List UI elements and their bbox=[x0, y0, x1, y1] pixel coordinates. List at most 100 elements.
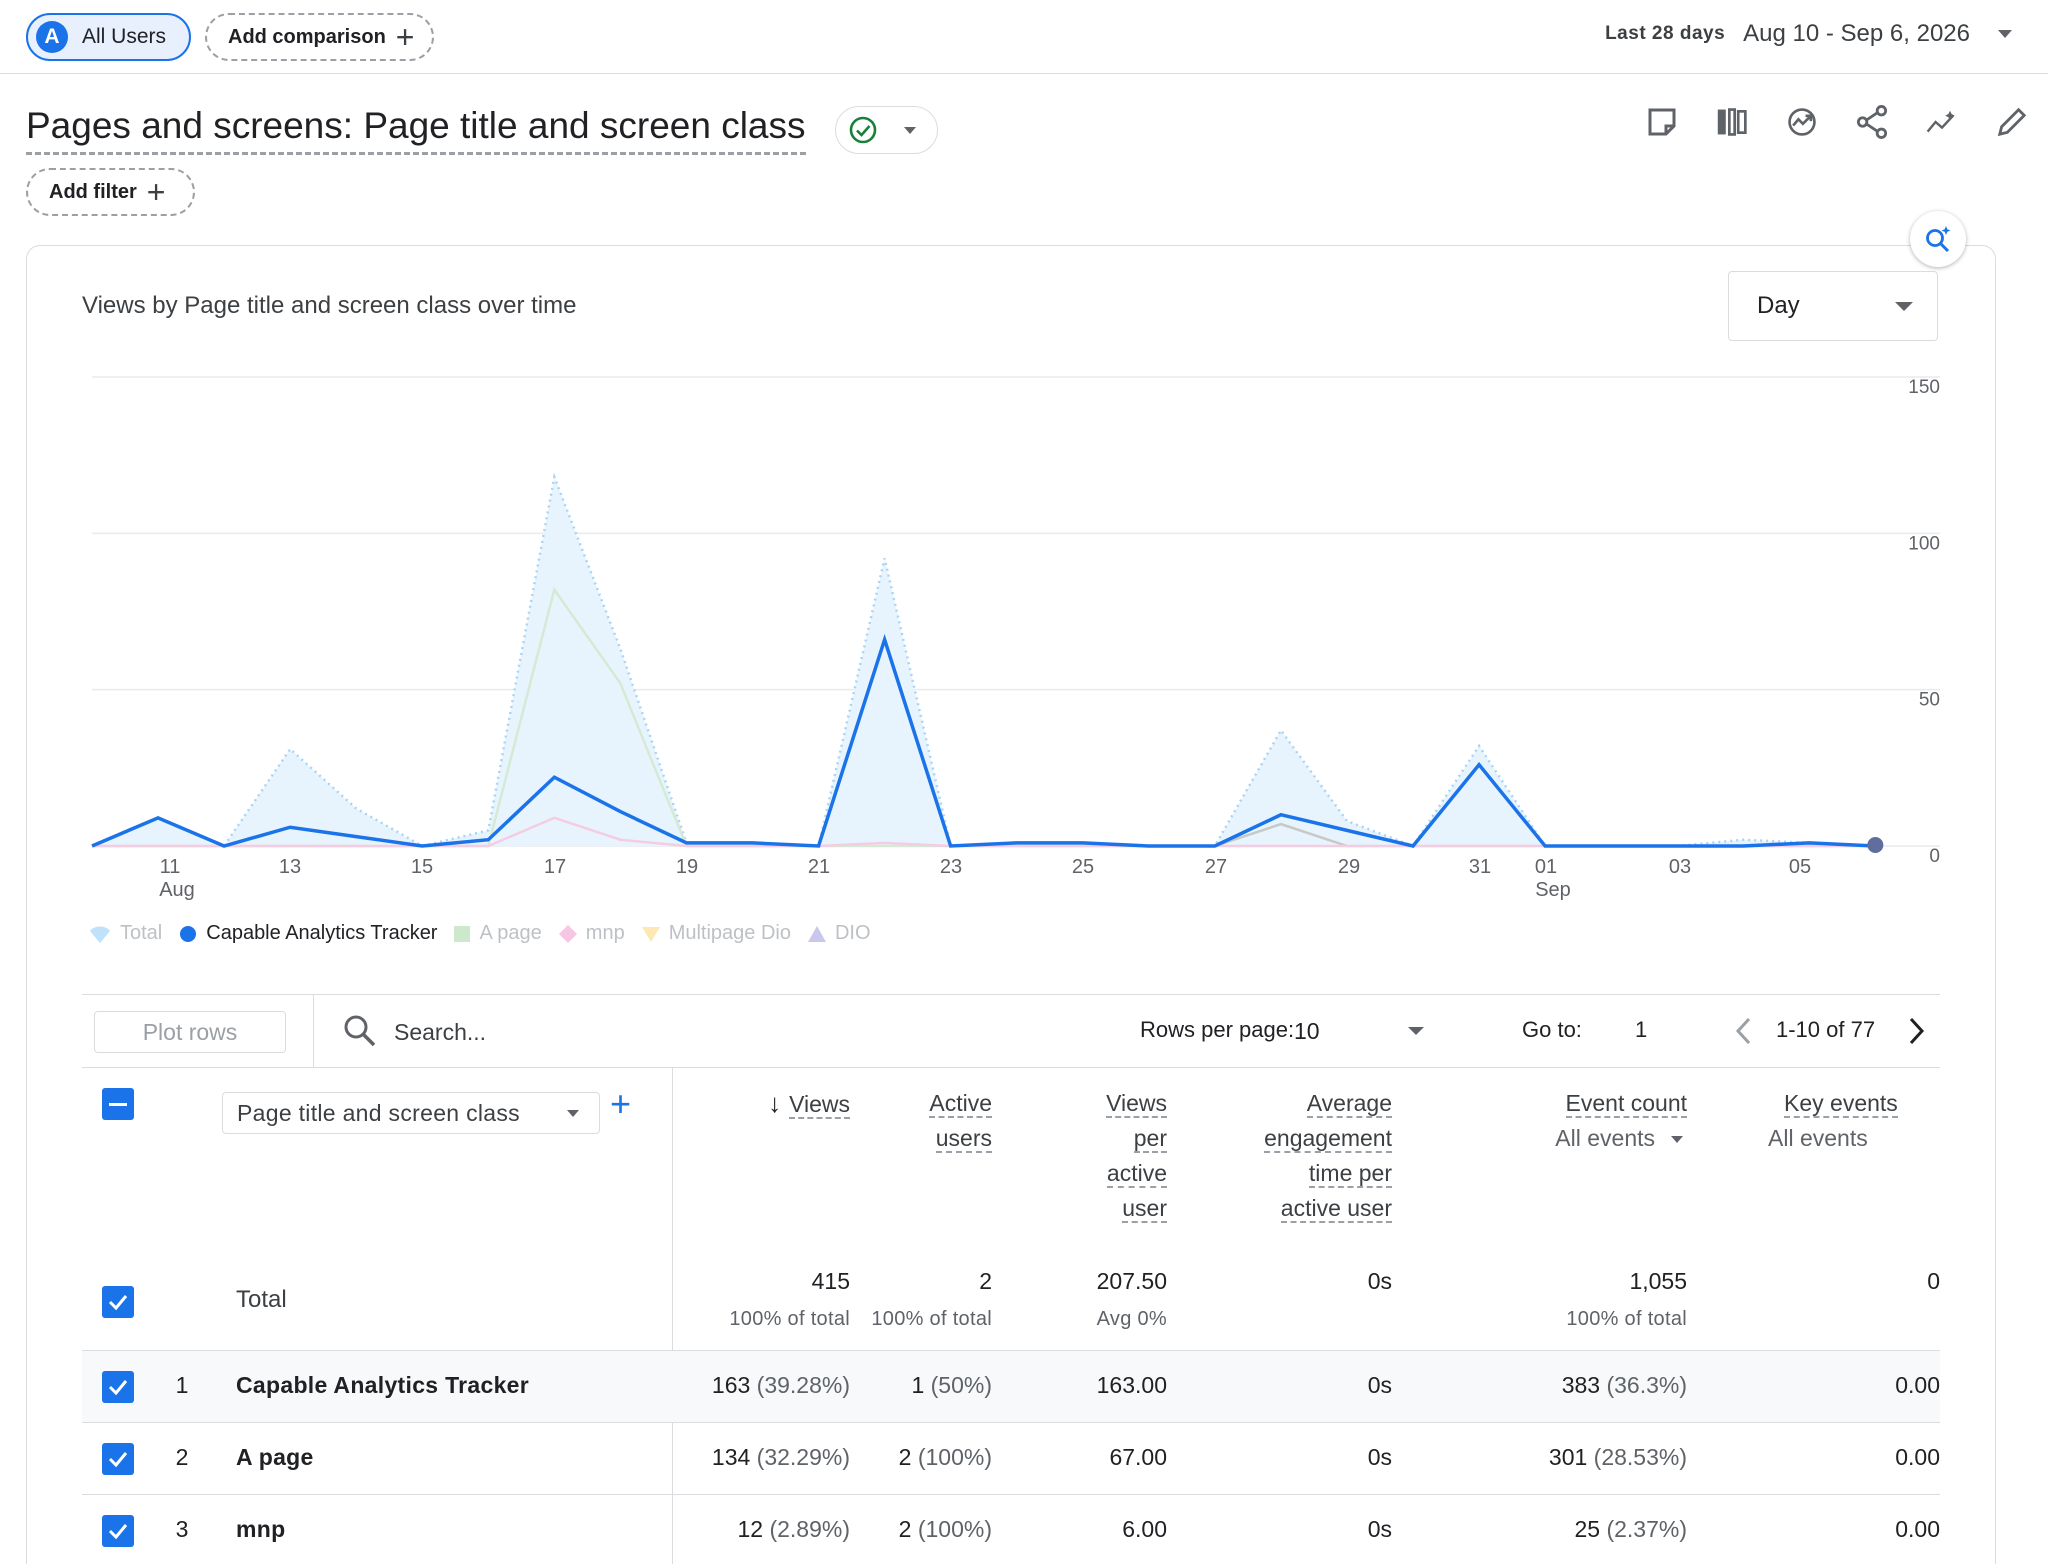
x-tick-label: 27 bbox=[1205, 856, 1227, 878]
row-aet: 0s bbox=[1367, 1516, 1392, 1542]
legend-item[interactable]: DIO bbox=[807, 922, 871, 945]
minus-icon bbox=[109, 1102, 127, 1106]
data-table: Page title and screen class + ↓ Views Act… bbox=[82, 1068, 1940, 1564]
total-key-events-value: 0 bbox=[1927, 1268, 1940, 1294]
col-avg-engagement-time[interactable]: Average engagement time per active user bbox=[1182, 1086, 1392, 1226]
legend-swatch-icon bbox=[641, 925, 661, 943]
date-range-picker[interactable]: Last 28 days Aug 10 - Sep 6, 2026 bbox=[1605, 20, 2012, 48]
col-key-events[interactable]: Key events All events bbox=[1742, 1086, 1940, 1156]
sort-arrow-down-icon: ↓ bbox=[768, 1088, 782, 1118]
x-tick-label: 29 bbox=[1338, 856, 1360, 878]
segment-chip-all-users[interactable]: A All Users bbox=[26, 13, 191, 61]
row-views-pct: (32.29%) bbox=[756, 1444, 850, 1470]
row-name[interactable]: A page bbox=[236, 1444, 314, 1470]
rows-per-page-select[interactable]: 10 bbox=[1294, 1009, 1424, 1053]
granularity-select[interactable]: Day bbox=[1728, 271, 1938, 341]
x-tick-label: 21 bbox=[808, 856, 830, 878]
row-vpau: 163.00 bbox=[1096, 1372, 1167, 1398]
total-active-users-sub: 100% of total bbox=[871, 1308, 992, 1330]
col-event-count[interactable]: Event count All events bbox=[1462, 1086, 1687, 1156]
chevron-down-icon bbox=[904, 126, 916, 134]
row-vpau: 67.00 bbox=[1109, 1444, 1167, 1470]
plus-icon: + bbox=[395, 19, 415, 55]
edit-comparison-icon[interactable] bbox=[1646, 102, 1678, 142]
chevron-right-icon[interactable] bbox=[1904, 1015, 1928, 1052]
chevron-down-icon bbox=[1895, 301, 1913, 311]
legend-label: Multipage Dio bbox=[668, 922, 791, 944]
table-row[interactable]: 1 Capable Analytics Tracker 163 (39.28%) 1 … bbox=[82, 1350, 1940, 1422]
row-rank: 3 bbox=[175, 1516, 189, 1542]
col-aet-label-3: time per bbox=[1308, 1160, 1392, 1188]
report-toolbar bbox=[1646, 102, 2028, 142]
chevron-down-icon bbox=[1998, 30, 2012, 38]
table-toolbar: Plot rows Rows per page: 10 Go to: 1 1-1… bbox=[82, 994, 1940, 1068]
total-checkbox[interactable] bbox=[102, 1286, 134, 1318]
row-vpau: 6.00 bbox=[1122, 1516, 1167, 1542]
legend-item[interactable]: Capable Analytics Tracker bbox=[178, 922, 437, 945]
trend-icon[interactable] bbox=[1926, 102, 1958, 142]
row-name[interactable]: Capable Analytics Tracker bbox=[236, 1372, 530, 1398]
chevron-left-icon[interactable] bbox=[1732, 1015, 1756, 1052]
check-icon bbox=[108, 1452, 128, 1468]
total-label: Total bbox=[236, 1286, 287, 1313]
plot-rows-button[interactable]: Plot rows bbox=[94, 1011, 286, 1053]
total-active-users: 2 bbox=[979, 1268, 992, 1294]
x-tick-label: 05 bbox=[1789, 856, 1811, 878]
add-filter-label: Add filter bbox=[49, 180, 137, 203]
col-views[interactable]: ↓ Views bbox=[722, 1086, 850, 1122]
x-tick-label: 23 bbox=[940, 856, 962, 878]
row-checkbox[interactable] bbox=[102, 1443, 134, 1475]
legend-item[interactable]: mnp bbox=[558, 922, 625, 945]
x-tick-label: 31 bbox=[1469, 856, 1491, 878]
row-checkbox[interactable] bbox=[102, 1371, 134, 1403]
col-views-per-active-user[interactable]: Views per active user bbox=[1042, 1086, 1167, 1226]
insights-icon[interactable] bbox=[1786, 102, 1818, 142]
add-dimension-icon[interactable]: + bbox=[610, 1083, 632, 1124]
row-active-users: 1 (50%) bbox=[852, 1372, 992, 1399]
search-insights-button[interactable] bbox=[1910, 211, 1966, 267]
top-bar: A All Users Add comparison + Last 28 day… bbox=[0, 0, 2048, 74]
event-count-filter[interactable]: All events bbox=[1462, 1121, 1687, 1156]
x-tick-month: Sep bbox=[1535, 879, 1571, 901]
select-all-checkbox[interactable] bbox=[102, 1088, 134, 1120]
legend-item[interactable]: Multipage Dio bbox=[641, 922, 791, 945]
row-views: 134 (32.29%) bbox=[682, 1444, 850, 1471]
report-status-dropdown[interactable] bbox=[835, 106, 938, 154]
check-circle-icon bbox=[848, 115, 878, 145]
row-checkbox[interactable] bbox=[102, 1515, 134, 1547]
col-active-users[interactable]: Active users bbox=[872, 1086, 992, 1156]
x-tick-label: 01 bbox=[1535, 856, 1557, 878]
row-event-count: 301 (28.53%) bbox=[1462, 1444, 1687, 1471]
chevron-down-icon bbox=[1408, 1027, 1424, 1035]
row-active-users: 2 (100%) bbox=[852, 1516, 992, 1543]
total-area bbox=[92, 477, 1876, 846]
divider bbox=[313, 995, 314, 1068]
add-comparison-button[interactable]: Add comparison + bbox=[205, 13, 434, 61]
row-active-users-value: 2 bbox=[898, 1516, 912, 1542]
legend-item[interactable]: Total bbox=[88, 922, 162, 945]
row-event-count-value: 25 bbox=[1574, 1516, 1601, 1542]
share-icon[interactable] bbox=[1856, 102, 1888, 142]
customize-icon[interactable] bbox=[1716, 102, 1748, 142]
pencil-icon[interactable] bbox=[1996, 102, 2028, 142]
chevron-down-icon bbox=[1671, 1136, 1683, 1144]
legend-item[interactable]: A page bbox=[453, 922, 542, 945]
key-events-filter-value[interactable]: All events bbox=[1768, 1125, 1868, 1151]
search-input[interactable] bbox=[394, 1013, 894, 1051]
goto-input[interactable]: 1 bbox=[1635, 1017, 1648, 1042]
dimension-select[interactable]: Page title and screen class bbox=[222, 1092, 600, 1134]
total-vpau-sub: Avg 0% bbox=[1096, 1308, 1167, 1330]
row-key-events: 0.00 bbox=[1895, 1516, 1940, 1542]
row-key-events: 0.00 bbox=[1895, 1372, 1940, 1398]
table-row[interactable]: 3 mnp 12 (2.89%) 2 (100%) 6.00 0s 25 (2.37%) 0.… bbox=[82, 1494, 1940, 1564]
x-tick-label: 15 bbox=[411, 856, 433, 878]
row-views-pct: (39.28%) bbox=[756, 1372, 850, 1398]
date-range-value: Aug 10 - Sep 6, 2026 bbox=[1743, 20, 1970, 47]
page-title[interactable]: Pages and screens: Page title and screen… bbox=[26, 102, 806, 155]
legend-swatch-icon bbox=[88, 923, 112, 945]
col-vpau-label-4: user bbox=[1122, 1195, 1167, 1223]
row-name[interactable]: mnp bbox=[236, 1516, 286, 1542]
add-filter-button[interactable]: Add filter + bbox=[26, 168, 195, 216]
row-views-value: 134 bbox=[711, 1444, 751, 1470]
